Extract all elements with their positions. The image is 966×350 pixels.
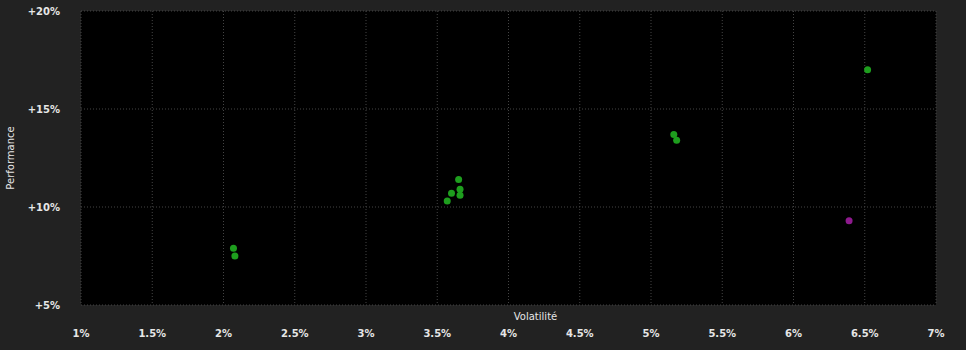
grid-line-x: [936, 11, 937, 305]
x-tick-label: 3.5%: [423, 328, 451, 339]
grid-line-x: [722, 11, 723, 305]
point: [231, 253, 238, 260]
x-tick-label: 4%: [500, 328, 517, 339]
y-tick-label: +10%: [28, 202, 60, 213]
x-tick-label: 5%: [643, 328, 660, 339]
grid-line-x: [793, 11, 794, 305]
grid-line-y: [81, 11, 936, 12]
chart: 1% 1.5% 2% 2.5% 3% 3.5% 4% 4.5% 5% 5.5% 6% 6.5% 7% +5…: [0, 0, 966, 350]
grid-line-x: [81, 11, 82, 305]
plot-area: [81, 11, 936, 305]
grid-line-x: [579, 11, 580, 305]
point: [846, 217, 853, 224]
grid-line-x: [152, 11, 153, 305]
grid-line-x: [223, 11, 224, 305]
x-tick-label: 2.5%: [281, 328, 309, 339]
y-tick-label: +5%: [35, 300, 60, 311]
grid-line-x: [508, 11, 509, 305]
x-tick-label: 1%: [73, 328, 90, 339]
grid-line-y: [81, 305, 936, 306]
grid-line-x: [651, 11, 652, 305]
grid-line-y: [81, 109, 936, 110]
grid-line-x: [437, 11, 438, 305]
point: [864, 66, 871, 73]
point: [444, 198, 451, 205]
points: [230, 66, 871, 259]
y-axis-label: Performance: [5, 126, 16, 189]
grid-line-x: [864, 11, 865, 305]
x-tick-label: 3%: [358, 328, 375, 339]
x-tick-label: 2%: [215, 328, 232, 339]
x-tick-label: 7%: [928, 328, 945, 339]
x-tick-label: 6.5%: [851, 328, 879, 339]
grid-line-x: [366, 11, 367, 305]
y-tick-label: +15%: [28, 104, 60, 115]
point: [457, 192, 464, 199]
grid-line-y: [81, 207, 936, 208]
point: [673, 137, 680, 144]
background: [0, 0, 966, 350]
x-tick-label: 6%: [785, 328, 802, 339]
grid-line-x: [294, 11, 295, 305]
x-tick-label: 5.5%: [708, 328, 736, 339]
point: [455, 176, 462, 183]
x-axis-label: Volatilité: [514, 311, 557, 322]
y-tick-label: +20%: [28, 6, 60, 17]
point: [230, 245, 237, 252]
x-tick-label: 4.5%: [566, 328, 594, 339]
x-tick-label: 1.5%: [138, 328, 166, 339]
point: [448, 190, 455, 197]
